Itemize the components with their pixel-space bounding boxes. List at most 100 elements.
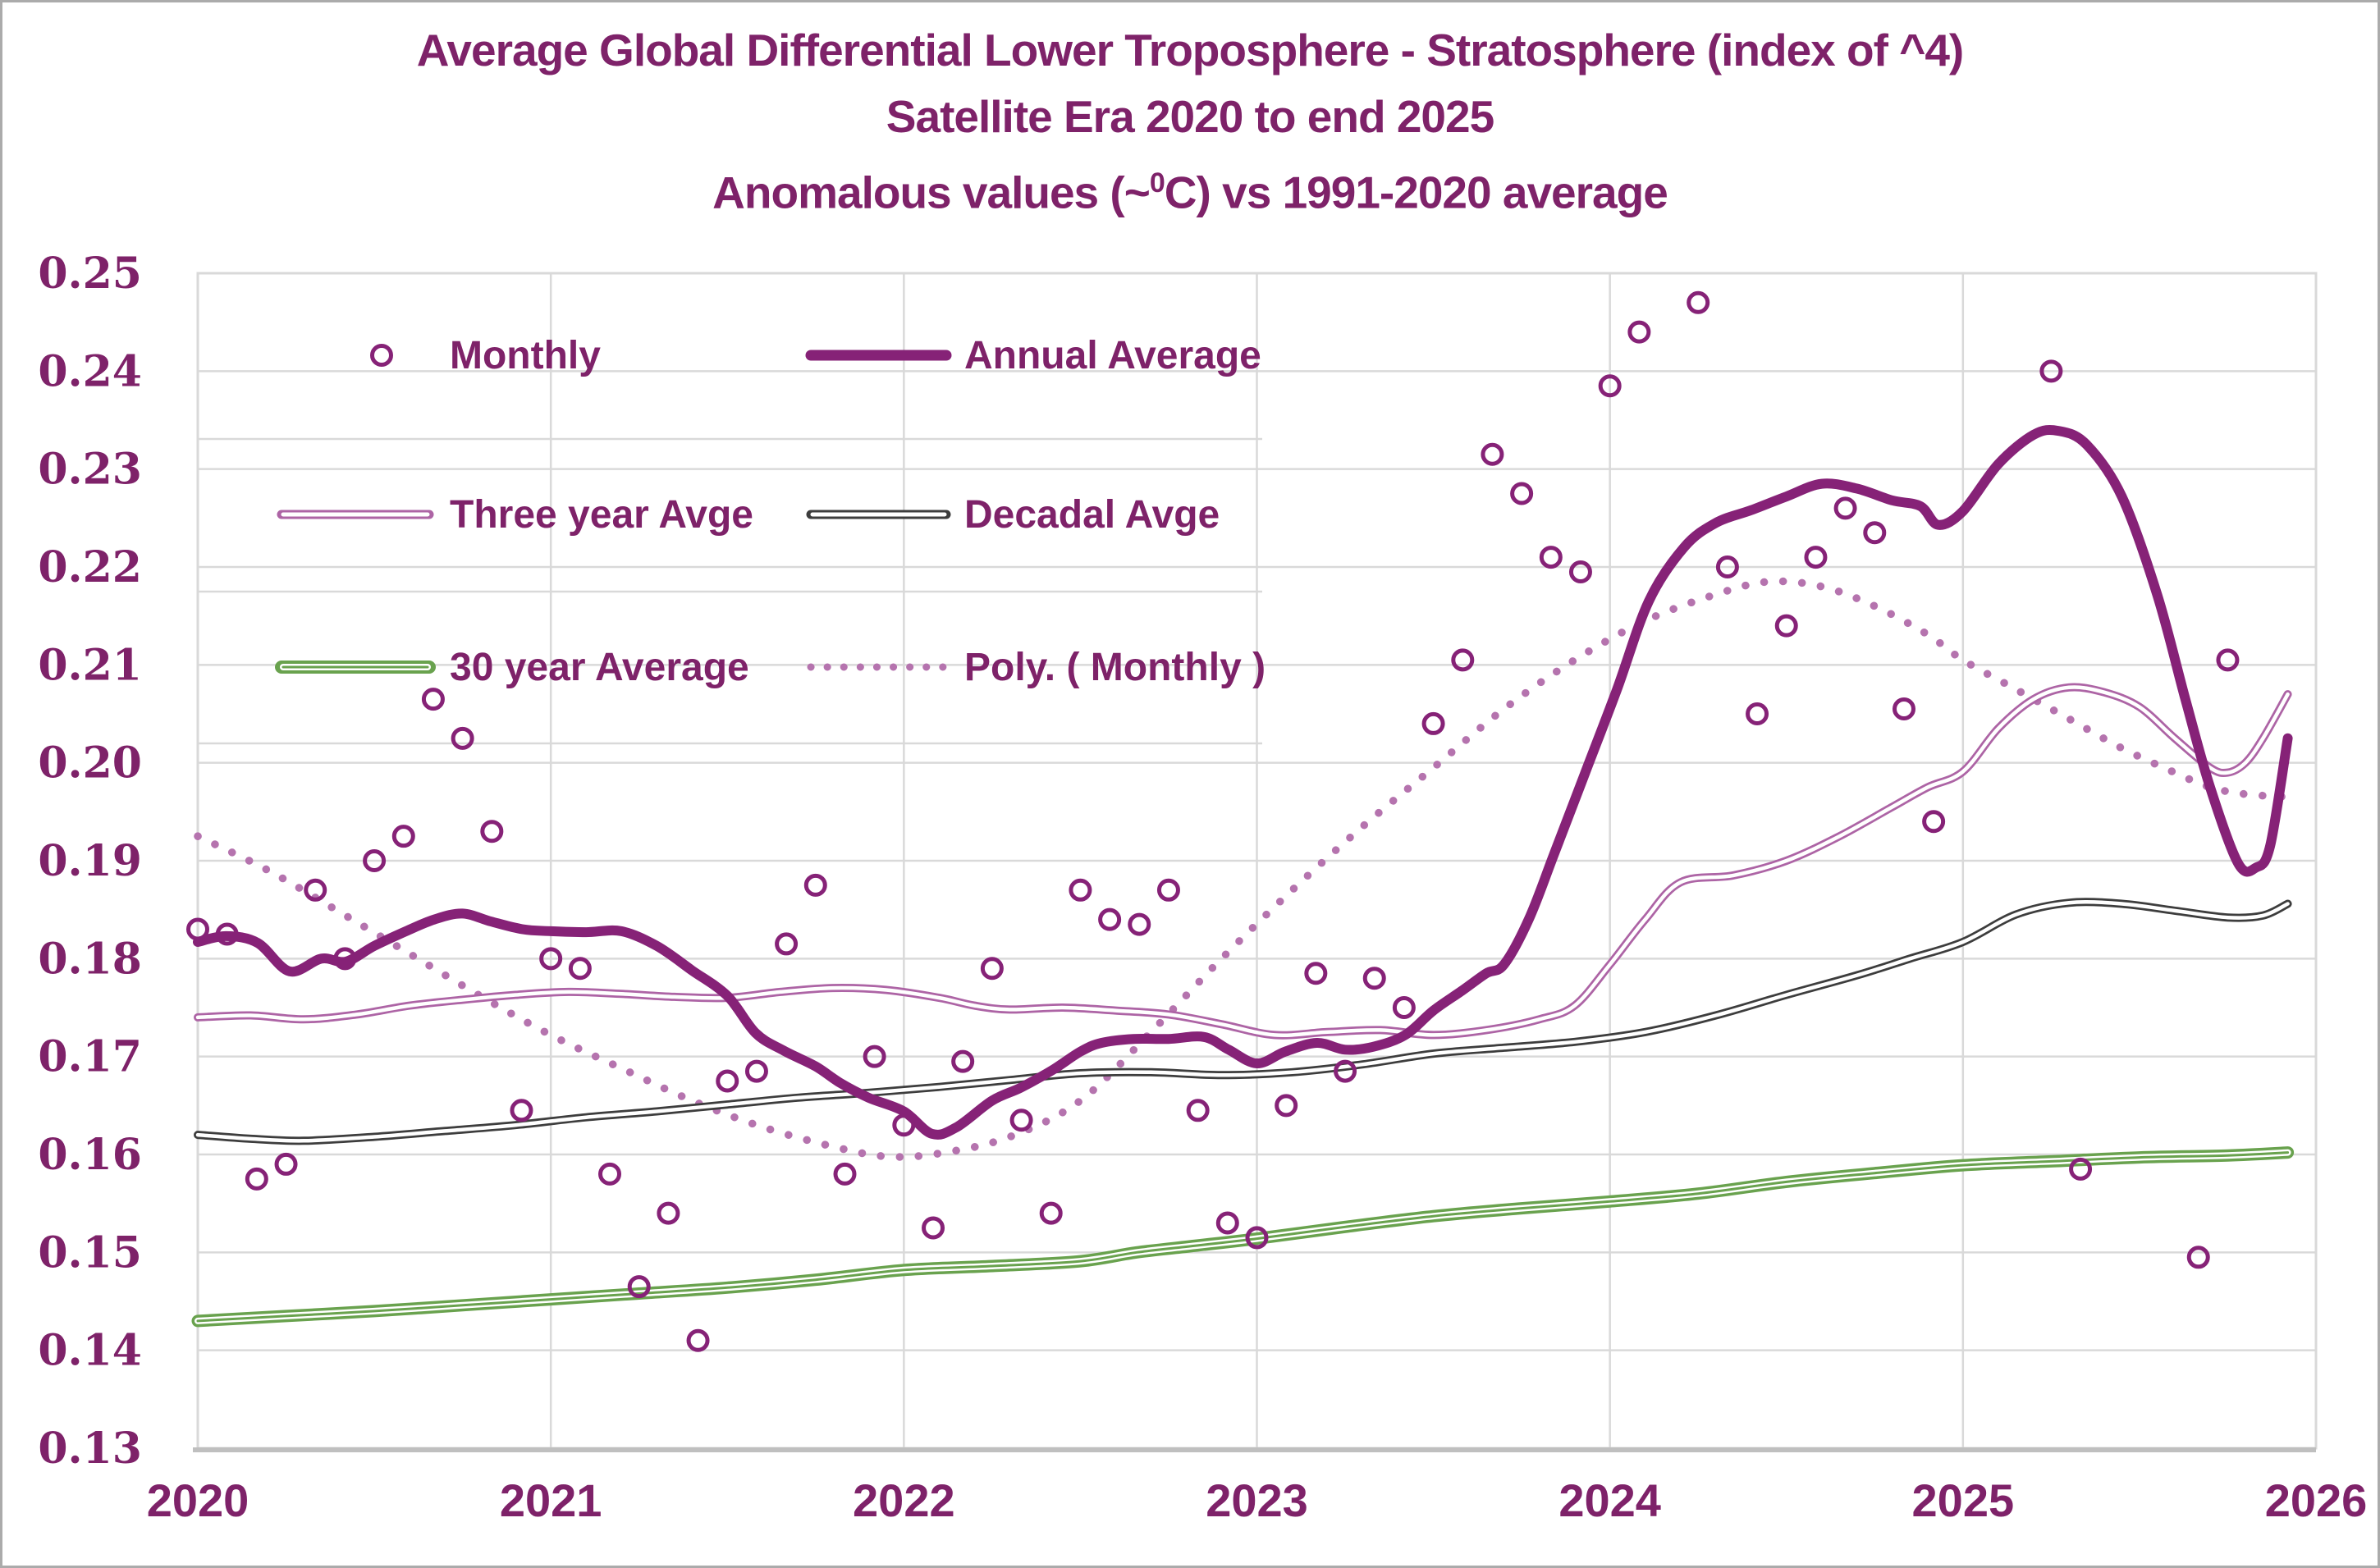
monthly-data-point bbox=[598, 1162, 622, 1186]
y-axis-tick-label: 0.18 bbox=[38, 934, 142, 984]
x-axis-tick-label: 2025 bbox=[1912, 1474, 2015, 1526]
x-axis-tick-label: 2023 bbox=[1206, 1474, 1308, 1526]
monthly-data-point bbox=[863, 1045, 886, 1068]
monthly-data-point bbox=[304, 878, 327, 902]
monthly-data-point bbox=[1539, 546, 1563, 569]
monthly-data-point bbox=[1510, 482, 1534, 505]
monthly-data-point bbox=[1098, 907, 1122, 931]
decadal-average-line-stripe bbox=[195, 900, 2290, 1143]
monthly-data-point bbox=[892, 1113, 916, 1137]
monthly-data-point bbox=[451, 726, 474, 750]
monthly-data-point bbox=[480, 820, 504, 843]
x-axis-tick-label: 2020 bbox=[147, 1474, 249, 1526]
y-axis-tick-label: 0.25 bbox=[38, 249, 142, 299]
three-year-average-line-stripe bbox=[195, 685, 2290, 1037]
chart-title-block: Average Global Differential Lower Tropos… bbox=[2, 17, 2378, 226]
monthly-data-point bbox=[510, 1099, 533, 1122]
monthly-data-point bbox=[568, 957, 592, 981]
thirty-year-average-line bbox=[191, 1146, 2295, 1328]
monthly-data-point bbox=[1627, 320, 1651, 344]
monthly-data-point bbox=[922, 1216, 945, 1240]
monthly-data-point bbox=[1451, 648, 1475, 672]
monthly-data-point bbox=[1392, 996, 1416, 1019]
x-axis-tick-label: 2024 bbox=[1558, 1474, 1661, 1526]
y-axis-tick-label: 0.21 bbox=[38, 640, 142, 690]
poly-monthly-trendline bbox=[194, 577, 2292, 1161]
monthly-data-point bbox=[803, 873, 827, 897]
x-axis-tick-label: 2022 bbox=[853, 1474, 955, 1526]
monthly-data-point bbox=[1009, 1109, 1033, 1132]
monthly-data-point bbox=[1069, 878, 1092, 902]
chart-title-line1: Average Global Differential Lower Tropos… bbox=[416, 25, 1965, 75]
legend-label-annual: Annual Average bbox=[964, 334, 1261, 377]
monthly-data-point bbox=[1039, 1201, 1063, 1225]
monthly-data-point bbox=[1833, 496, 1857, 520]
y-axis-tick-label: 0.13 bbox=[38, 1424, 142, 1474]
monthly-data-point bbox=[215, 922, 239, 946]
monthly-data-point bbox=[245, 1167, 268, 1191]
y-axis-tick-label: 0.24 bbox=[38, 346, 142, 396]
legend-label-thirty_year: 30 year Average bbox=[450, 646, 749, 689]
legend-label-poly: Poly. ( Monthly ) bbox=[964, 646, 1266, 689]
monthly-data-point bbox=[1863, 521, 1887, 545]
monthly-data-point bbox=[980, 957, 1004, 981]
monthly-data-point bbox=[186, 917, 209, 941]
monthly-data-point bbox=[1156, 878, 1180, 902]
thirty-year-average-line-core bbox=[196, 1151, 2290, 1323]
monthly-data-point bbox=[1746, 702, 1769, 725]
y-axis-tick-label: 0.15 bbox=[38, 1227, 142, 1278]
monthly-data-point bbox=[627, 1275, 651, 1299]
monthly-data-point bbox=[1275, 1094, 1298, 1118]
chart-title-line2: Satellite Era 2020 to end 2025 bbox=[886, 91, 1494, 142]
monthly-data-point bbox=[1304, 962, 1328, 985]
monthly-data-point bbox=[1598, 374, 1622, 398]
legend-label-three_year: Three year Avge bbox=[450, 493, 753, 537]
monthly-data-point bbox=[686, 1328, 710, 1352]
monthly-data-point bbox=[1215, 1211, 1239, 1235]
monthly-data-point bbox=[1128, 912, 1151, 936]
y-axis-tick-label: 0.19 bbox=[38, 836, 142, 886]
monthly-data-point bbox=[1421, 711, 1445, 735]
y-axis-tick-label: 0.20 bbox=[38, 738, 142, 789]
monthly-data-point bbox=[833, 1162, 857, 1186]
monthly-data-point bbox=[274, 1152, 298, 1176]
y-axis-tick-label: 0.23 bbox=[38, 445, 142, 495]
chart-title-line3: Anomalous values (~0C) vs 1991-2020 aver… bbox=[712, 167, 1668, 218]
monthly-data-point bbox=[2069, 1157, 2093, 1181]
monthly-data-point bbox=[775, 932, 799, 956]
monthly-data-point bbox=[2216, 648, 2240, 672]
monthly-data-point bbox=[1804, 546, 1828, 569]
monthly-data-point bbox=[1687, 290, 1710, 314]
annual-average-line bbox=[193, 424, 2293, 1140]
legend-label-decadal: Decadal Avge bbox=[964, 493, 1220, 537]
monthly-data-point bbox=[1186, 1099, 1210, 1122]
monthly-data-point bbox=[539, 947, 563, 971]
monthly-data-point bbox=[1245, 1226, 1269, 1250]
monthly-data-point bbox=[951, 1049, 975, 1073]
superscript-zero: 0 bbox=[1149, 167, 1165, 199]
monthly-data-point bbox=[1481, 442, 1504, 466]
x-axis-tick-label: 2021 bbox=[500, 1474, 602, 1526]
monthly-data-point bbox=[1774, 614, 1798, 638]
monthly-data-point bbox=[1715, 555, 1739, 578]
monthly-data-point bbox=[333, 947, 357, 971]
monthly-data-point bbox=[1922, 810, 1946, 834]
monthly-data-point bbox=[1362, 967, 1386, 990]
y-axis-tick-label: 0.16 bbox=[38, 1130, 142, 1180]
legend-label-monthly: Monthly bbox=[450, 334, 601, 377]
legend-monthly-marker bbox=[370, 344, 393, 367]
x-axis-tick-label: 2026 bbox=[2265, 1474, 2368, 1526]
monthly-data-point bbox=[1334, 1059, 1357, 1083]
monthly-data-point bbox=[2186, 1246, 2210, 1269]
monthly-data-point bbox=[1892, 697, 1915, 721]
y-axis-tick-label: 0.22 bbox=[38, 542, 142, 592]
monthly-data-point bbox=[421, 688, 445, 711]
monthly-data-point bbox=[363, 849, 387, 872]
y-axis-tick-label: 0.17 bbox=[38, 1032, 142, 1082]
monthly-data-point bbox=[1568, 560, 1592, 583]
monthly-data-point bbox=[657, 1201, 680, 1225]
monthly-data-point bbox=[391, 825, 415, 848]
y-axis-tick-label: 0.14 bbox=[38, 1326, 142, 1376]
